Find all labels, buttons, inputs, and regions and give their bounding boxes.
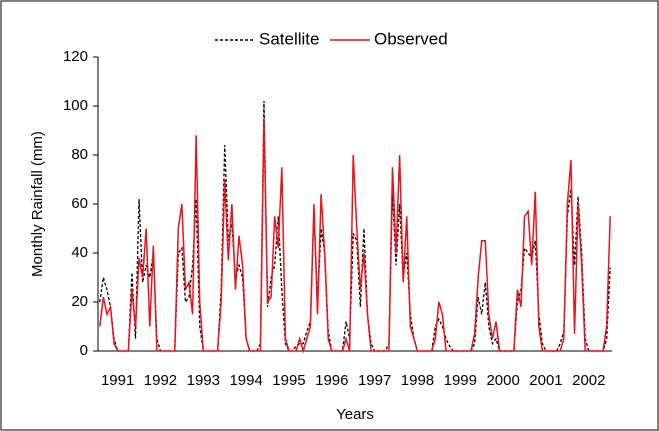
x-tick-label: 1994 (229, 372, 262, 389)
x-tick-label: 1995 (272, 372, 305, 389)
y-tick-label: 120 (63, 48, 88, 65)
y-tick-label: 60 (71, 195, 88, 212)
x-tick-label: 2002 (572, 372, 605, 389)
legend-label: Observed (374, 29, 448, 48)
y-tick-label: 0 (80, 342, 88, 359)
y-tick-label: 100 (63, 97, 88, 114)
x-tick-label: 1993 (187, 372, 220, 389)
x-axis-title: Years (336, 406, 374, 423)
x-tick-label: 2001 (529, 372, 562, 389)
x-tick-label: 1997 (358, 372, 391, 389)
y-tick-label: 40 (71, 244, 88, 261)
x-tick-label: 2000 (486, 372, 519, 389)
x-tick-label: 1992 (144, 372, 177, 389)
x-tick-label: 1998 (401, 372, 434, 389)
data-line (99, 118, 611, 354)
y-tick-label: 80 (71, 146, 88, 163)
legend-label: Satellite (259, 29, 319, 48)
y-axis-title: Monthly Rainfall (mm) (29, 131, 46, 277)
x-tick-label: 1996 (315, 372, 348, 389)
y-tick-label: 20 (71, 293, 88, 310)
x-tick-label: 1999 (444, 372, 477, 389)
x-tick-label: 1991 (101, 372, 134, 389)
data-line (99, 101, 611, 352)
